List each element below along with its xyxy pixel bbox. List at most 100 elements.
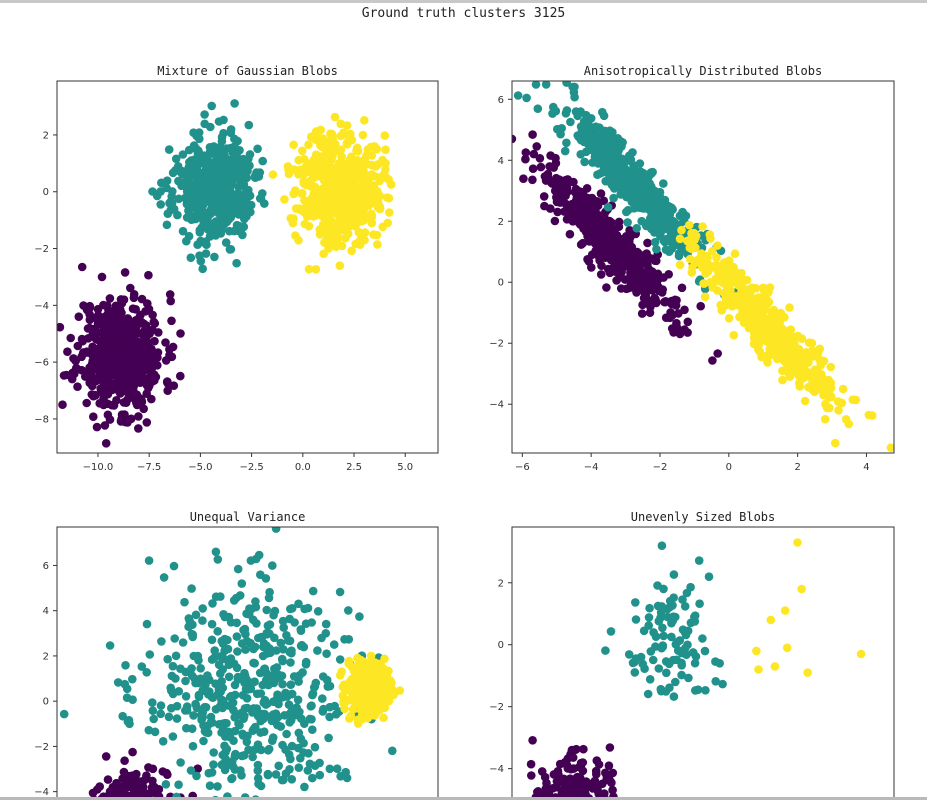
data-point bbox=[82, 398, 91, 408]
data-point bbox=[667, 632, 676, 642]
data-point bbox=[287, 689, 296, 699]
data-point bbox=[636, 652, 646, 662]
data-point bbox=[315, 133, 324, 143]
data-point bbox=[211, 679, 220, 688]
data-point bbox=[513, 91, 523, 100]
data-point bbox=[378, 222, 388, 232]
data-point bbox=[148, 187, 157, 196]
data-point bbox=[190, 155, 200, 164]
data-point bbox=[167, 703, 176, 713]
data-point bbox=[121, 417, 130, 427]
data-point bbox=[626, 156, 635, 166]
data-point bbox=[181, 676, 190, 686]
data-point bbox=[214, 720, 224, 729]
data-point bbox=[346, 129, 355, 139]
data-point bbox=[307, 701, 316, 710]
data-point bbox=[675, 234, 685, 244]
data-point bbox=[105, 294, 115, 303]
x-tick-label: 2.5 bbox=[346, 462, 362, 473]
data-point bbox=[766, 319, 775, 329]
data-point bbox=[774, 335, 784, 344]
data-point bbox=[671, 612, 680, 622]
data-point bbox=[181, 667, 190, 677]
data-point bbox=[782, 358, 792, 368]
data-point bbox=[182, 170, 192, 179]
data-point bbox=[311, 265, 321, 274]
data-point bbox=[313, 607, 323, 616]
data-point bbox=[539, 192, 549, 201]
data-point bbox=[263, 770, 273, 780]
data-point bbox=[148, 706, 158, 715]
data-point bbox=[315, 770, 325, 780]
data-point bbox=[213, 782, 222, 791]
data-point bbox=[241, 645, 250, 654]
data-point bbox=[169, 561, 179, 571]
data-point bbox=[268, 561, 277, 570]
data-point bbox=[554, 770, 563, 779]
data-point bbox=[294, 170, 303, 179]
data-point bbox=[694, 556, 704, 565]
data-point bbox=[628, 658, 638, 668]
data-point bbox=[631, 598, 640, 607]
data-point bbox=[182, 702, 192, 711]
data-point bbox=[289, 214, 298, 223]
data-point bbox=[712, 253, 721, 262]
data-point bbox=[752, 320, 762, 330]
data-point bbox=[754, 293, 763, 302]
data-point bbox=[795, 378, 804, 388]
data-point bbox=[100, 794, 109, 797]
data-point bbox=[250, 642, 260, 652]
data-point bbox=[284, 750, 294, 759]
data-point bbox=[381, 165, 390, 174]
data-point bbox=[596, 154, 606, 163]
data-point bbox=[574, 132, 583, 142]
data-point bbox=[178, 638, 188, 647]
data-point bbox=[661, 687, 671, 696]
data-point bbox=[229, 596, 239, 605]
data-point bbox=[228, 148, 238, 157]
data-point bbox=[519, 174, 528, 183]
data-point bbox=[654, 664, 664, 673]
data-point bbox=[658, 285, 667, 294]
data-point bbox=[367, 188, 376, 198]
data-point bbox=[246, 684, 256, 694]
data-point bbox=[550, 216, 560, 226]
data-point bbox=[189, 128, 198, 137]
data-point bbox=[664, 659, 674, 669]
data-point bbox=[324, 241, 334, 250]
data-point bbox=[85, 378, 94, 388]
data-point bbox=[198, 264, 207, 274]
data-point bbox=[164, 712, 174, 722]
data-point bbox=[101, 752, 111, 761]
data-point bbox=[358, 130, 368, 140]
data-point bbox=[730, 249, 740, 258]
data-point bbox=[252, 689, 262, 699]
data-point bbox=[381, 159, 390, 168]
data-point bbox=[210, 653, 219, 663]
data-point bbox=[225, 732, 235, 742]
data-point bbox=[105, 337, 114, 347]
data-point bbox=[339, 188, 348, 198]
data-point bbox=[132, 390, 142, 400]
data-point bbox=[369, 230, 378, 239]
data-point bbox=[352, 146, 361, 155]
data-point bbox=[512, 134, 517, 144]
data-point bbox=[209, 142, 219, 151]
data-point bbox=[376, 700, 385, 709]
data-point bbox=[354, 173, 363, 183]
data-point bbox=[259, 664, 269, 674]
data-point bbox=[650, 237, 660, 247]
data-point bbox=[112, 319, 122, 328]
data-point bbox=[260, 695, 270, 705]
data-point bbox=[166, 205, 176, 215]
data-point bbox=[83, 324, 93, 333]
data-point bbox=[651, 632, 661, 641]
data-point bbox=[156, 200, 165, 209]
data-point bbox=[582, 796, 588, 797]
data-point bbox=[212, 795, 219, 797]
data-point bbox=[267, 672, 277, 682]
data-point bbox=[187, 584, 196, 593]
data-point bbox=[324, 733, 333, 743]
data-point bbox=[189, 711, 198, 720]
data-point bbox=[749, 333, 759, 343]
